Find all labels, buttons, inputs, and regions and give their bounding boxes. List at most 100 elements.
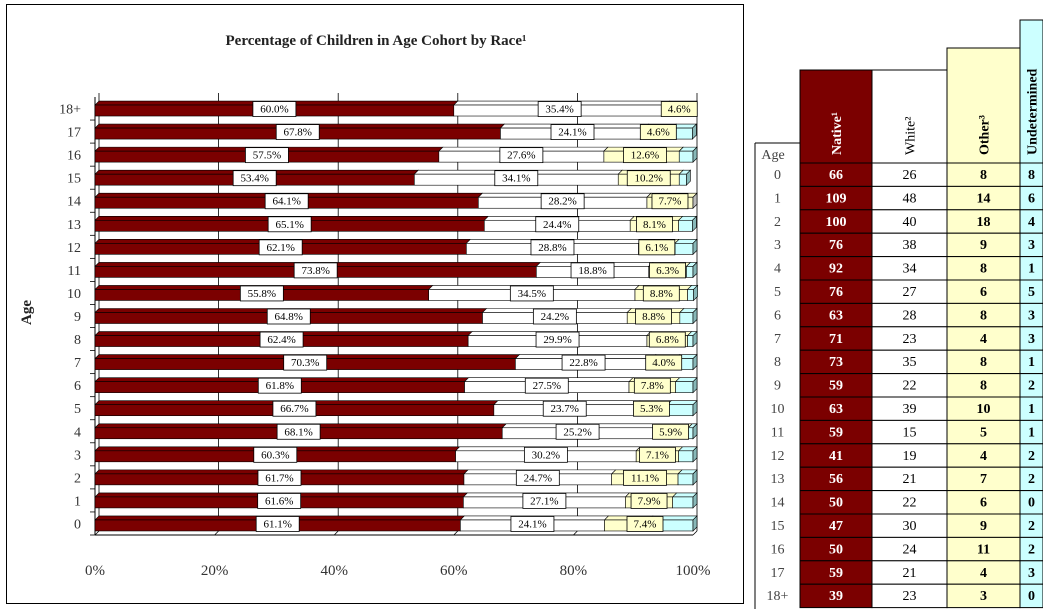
table-header-3: Other³ bbox=[978, 115, 993, 155]
data-label-box bbox=[264, 193, 309, 210]
data-label-box bbox=[540, 193, 585, 210]
table-count-cell: 47 bbox=[829, 519, 843, 534]
data-label: 22.8% bbox=[569, 357, 597, 369]
table-count-cell: 22 bbox=[903, 496, 917, 511]
y-tick-label: 3 bbox=[74, 448, 81, 463]
y-tick-label: 11 bbox=[68, 264, 81, 279]
table-count-cell: 2 bbox=[1028, 472, 1035, 487]
x-tick-label: 40% bbox=[320, 563, 348, 579]
data-label-box bbox=[239, 285, 284, 302]
data-label: 62.4% bbox=[267, 334, 295, 346]
table-count-cell: 2 bbox=[1028, 519, 1035, 534]
data-label: 27.5% bbox=[533, 380, 561, 392]
data-label-box bbox=[257, 469, 302, 486]
x-tick-label: 0% bbox=[85, 563, 105, 579]
y-tick-label: 17 bbox=[67, 126, 81, 141]
data-label-box bbox=[255, 516, 300, 532]
table-count-cell: 19 bbox=[903, 449, 917, 464]
table-count-cell: 23 bbox=[903, 589, 917, 604]
table-age-cell: 17 bbox=[771, 566, 785, 581]
table-age-cell: 11 bbox=[771, 425, 784, 440]
bar-undetermined bbox=[678, 150, 694, 163]
data-label-box bbox=[522, 493, 567, 509]
data-label-box bbox=[623, 469, 667, 486]
data-label-box bbox=[532, 308, 577, 325]
bar-side bbox=[692, 376, 698, 394]
bar-side bbox=[686, 169, 691, 186]
data-label-box bbox=[494, 170, 539, 187]
table-count-cell: 5 bbox=[1028, 285, 1035, 300]
data-label: 18.8% bbox=[578, 265, 606, 277]
table-count-cell: 2 bbox=[1028, 542, 1035, 557]
table-count-cell: 11 bbox=[977, 542, 990, 557]
table-count-cell: 38 bbox=[903, 238, 917, 253]
table-count-cell: 2 bbox=[1028, 449, 1035, 464]
data-label-box bbox=[639, 124, 677, 140]
data-label: 62.1% bbox=[266, 242, 294, 254]
gridline-base bbox=[214, 530, 219, 536]
table-age-cell: 10 bbox=[771, 402, 785, 417]
table-count-cell: 63 bbox=[829, 308, 843, 323]
data-label-box bbox=[523, 446, 568, 463]
table-header-cell bbox=[799, 69, 873, 164]
table-count-cell: 22 bbox=[903, 379, 917, 394]
data-label-box bbox=[535, 216, 580, 233]
y-tick-label: 15 bbox=[67, 172, 81, 187]
data-label-box bbox=[648, 331, 686, 348]
table-count-cell: 4 bbox=[980, 449, 987, 464]
table-count-cell: 8 bbox=[1028, 168, 1035, 183]
table-count-cell: 4 bbox=[980, 566, 987, 581]
data-label-box bbox=[257, 493, 302, 509]
data-label: 7.7% bbox=[659, 196, 682, 208]
y-tick-label: 2 bbox=[74, 471, 81, 486]
table-count-cell: 15 bbox=[903, 425, 917, 440]
table-count-cell: 3 bbox=[1028, 238, 1035, 253]
data-label: 24.7% bbox=[524, 472, 552, 484]
data-label-box bbox=[272, 400, 317, 417]
bar-side bbox=[692, 515, 698, 532]
y-tick-label: 6 bbox=[74, 379, 81, 394]
table-count-cell: 2 bbox=[1028, 379, 1035, 394]
table-count-cell: 59 bbox=[829, 566, 843, 581]
data-label: 30.2% bbox=[532, 449, 560, 461]
data-label-box bbox=[642, 285, 680, 302]
table-count-cell: 30 bbox=[903, 519, 917, 534]
data-label-box bbox=[499, 147, 544, 164]
data-label: 35.4% bbox=[545, 104, 573, 116]
bar-side bbox=[692, 469, 698, 486]
data-label: 27.6% bbox=[507, 150, 535, 162]
data-label-box bbox=[245, 147, 289, 164]
y-tick-label: 8 bbox=[74, 333, 81, 348]
gridline-base bbox=[94, 530, 100, 536]
table-count-cell: 40 bbox=[903, 215, 917, 230]
bar-side bbox=[692, 215, 697, 233]
y-tick-label: 4 bbox=[74, 425, 81, 440]
data-label: 24.1% bbox=[558, 127, 586, 139]
data-label: 57.5% bbox=[253, 150, 281, 162]
table-count-cell: 3 bbox=[1028, 308, 1035, 323]
table-age-cell: 12 bbox=[771, 449, 785, 464]
data-label: 24.2% bbox=[541, 311, 569, 323]
data-label-box bbox=[252, 101, 297, 117]
table-count-cell: 39 bbox=[903, 402, 917, 417]
table-age-cell: 2 bbox=[774, 215, 781, 230]
table-count-cell: 8 bbox=[980, 308, 987, 323]
table-age-cell: 7 bbox=[774, 332, 781, 347]
table-count-cell: 10 bbox=[977, 402, 991, 417]
data-label: 12.6% bbox=[631, 150, 659, 162]
bar-undetermined bbox=[686, 266, 694, 278]
table-count-cell: 4 bbox=[980, 332, 987, 347]
table-count-cell: 28 bbox=[903, 308, 917, 323]
data-label: 27.1% bbox=[530, 495, 558, 507]
bar-side bbox=[692, 146, 698, 163]
data-label: 4.0% bbox=[652, 357, 675, 369]
table-count-cell: 26 bbox=[903, 168, 917, 183]
table-age-cell: 9 bbox=[774, 379, 781, 394]
table-count-cell: 66 bbox=[829, 168, 843, 183]
table-count-cell: 1 bbox=[1028, 262, 1035, 277]
counts-table: Native¹ White² Other³ Undetermined Age 0 66 26 8… bbox=[747, 0, 1043, 609]
data-label-box bbox=[283, 354, 328, 371]
data-label: 7.4% bbox=[634, 518, 657, 530]
bar-undetermined bbox=[678, 173, 687, 186]
table-age-cell: 18+ bbox=[767, 589, 789, 604]
